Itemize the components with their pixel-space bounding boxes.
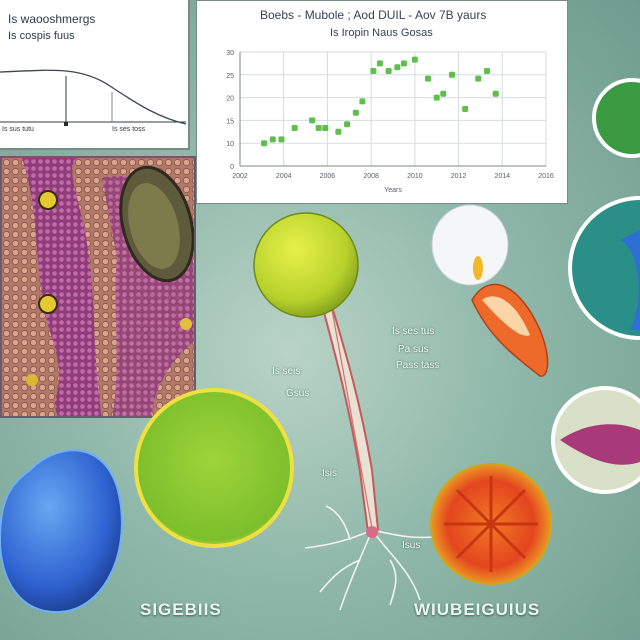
data-point bbox=[433, 94, 440, 101]
tissue-drawing bbox=[2, 158, 194, 416]
tissue-stem-left bbox=[22, 158, 102, 416]
x-tick-label: 2010 bbox=[407, 173, 423, 180]
data-point bbox=[322, 125, 329, 131]
orange-bulb bbox=[471, 283, 549, 377]
label-root: Isus bbox=[402, 540, 421, 551]
data-point bbox=[449, 71, 456, 78]
tissue-nucleus-1 bbox=[38, 190, 58, 210]
data-point bbox=[475, 75, 482, 82]
tissue-nucleus-3 bbox=[26, 374, 38, 386]
growth-curve-marker-dot bbox=[64, 122, 68, 126]
data-point bbox=[261, 140, 268, 147]
growth-curve-line bbox=[0, 69, 187, 125]
x-tick-label: 2002 bbox=[232, 173, 248, 180]
root-collar bbox=[366, 526, 378, 538]
x-tick-label: 2012 bbox=[451, 173, 467, 180]
growth-curve-subtitle: Is cospis fuus bbox=[8, 30, 75, 42]
data-point bbox=[278, 136, 285, 143]
label-upper: Is ses tus bbox=[392, 326, 435, 337]
y-tick-label: 20 bbox=[226, 96, 234, 103]
label-low: Isis bbox=[322, 468, 337, 479]
data-point bbox=[483, 68, 490, 74]
y-tick-label: 15 bbox=[226, 118, 234, 125]
tissue-nucleus-2 bbox=[38, 294, 58, 314]
scatter-chart: 2002 2004 2006 2008 2010 2012 2014 2016 0 10 15 20 2… bbox=[226, 50, 554, 194]
label-mid-1: Is seis bbox=[272, 366, 301, 377]
data-point bbox=[344, 121, 351, 128]
y-tick-label: 0 bbox=[230, 164, 234, 171]
x-tick-label: 2014 bbox=[494, 173, 510, 180]
green-cell bbox=[134, 388, 294, 548]
x-tick-label: 2006 bbox=[320, 173, 336, 180]
scatter-chart-panel bbox=[196, 0, 568, 204]
data-point bbox=[424, 75, 431, 82]
yellow-stamen bbox=[473, 256, 483, 280]
x-tick-label: 2008 bbox=[363, 173, 379, 180]
data-point bbox=[385, 68, 392, 74]
x-tick-label: 2016 bbox=[538, 173, 554, 180]
bottom-left-caption: SIGEBIIS bbox=[140, 600, 222, 619]
tissue-nucleus-4 bbox=[180, 318, 192, 330]
orange-bulb-core bbox=[482, 296, 530, 336]
y-tick-label: 10 bbox=[226, 141, 234, 148]
data-point bbox=[440, 90, 447, 97]
data-point bbox=[315, 125, 322, 131]
data-point bbox=[269, 136, 276, 143]
label-mid-2: Gsus bbox=[286, 388, 310, 399]
x-axis-label: Years bbox=[384, 187, 402, 194]
seedling-stem bbox=[320, 298, 380, 534]
data-point bbox=[370, 68, 377, 74]
data-point bbox=[394, 64, 401, 71]
data-point bbox=[411, 56, 418, 63]
tissue-cavity-inner bbox=[128, 183, 180, 269]
growth-curve-drawing bbox=[0, 69, 187, 126]
white-petal bbox=[431, 204, 509, 286]
seed-head bbox=[253, 212, 359, 318]
right-teal-cell bbox=[568, 196, 640, 340]
chart-subtitle: Is Iropin Naus Gosas bbox=[330, 27, 433, 39]
label-upper-3: Pass tass bbox=[396, 360, 440, 371]
y-tick-label: 25 bbox=[226, 73, 234, 80]
data-point bbox=[376, 60, 383, 67]
data-point bbox=[359, 98, 366, 105]
data-point bbox=[335, 128, 342, 135]
data-point bbox=[462, 106, 469, 112]
growth-curve-panel: Is waooshmergs Is cospis fuus Is sus tut… bbox=[0, 0, 190, 150]
growth-curve-label-right: Is ses toss bbox=[112, 126, 146, 133]
right-lower-cell-petal bbox=[560, 424, 640, 465]
seedling-stem-vein bbox=[331, 309, 373, 529]
data-point bbox=[309, 117, 316, 124]
growth-curve-title: Is waooshmergs bbox=[8, 12, 96, 26]
growth-curve-label-left: Is sus tutu bbox=[2, 126, 34, 133]
y-tick-label: 30 bbox=[226, 50, 234, 57]
blue-cell bbox=[0, 449, 123, 614]
data-point bbox=[400, 60, 407, 67]
chart-title: Boebs - Mubole ; Aod DUIL - Aov 7B yaurs bbox=[260, 8, 487, 22]
x-tick-label: 2004 bbox=[276, 173, 292, 180]
flower-petals bbox=[444, 476, 538, 572]
bottom-right-caption: WIUBEIGUIUS bbox=[414, 600, 541, 619]
data-point bbox=[352, 109, 359, 116]
label-upper-2: Pa sus bbox=[398, 344, 429, 355]
data-point bbox=[291, 125, 298, 131]
tissue-micrograph bbox=[0, 156, 196, 418]
data-point bbox=[492, 90, 499, 97]
right-teal-cell-blue bbox=[620, 230, 640, 330]
right-green-cell bbox=[592, 78, 640, 158]
